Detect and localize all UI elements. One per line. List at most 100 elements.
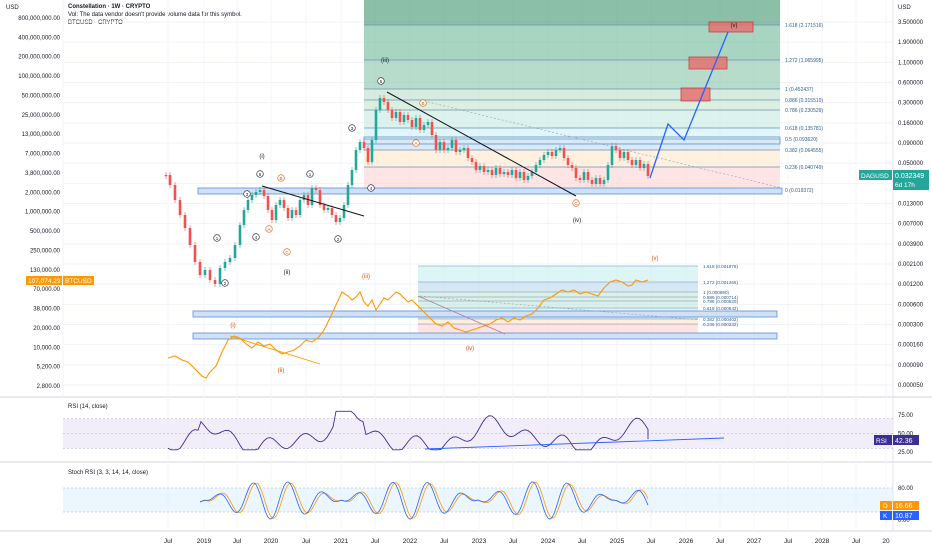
fib-extension-main[interactable]: 1.618 (2.171516) 1.272 (1.065995) 1 (0.452…: [197, 0, 823, 195]
candle-body: [626, 152, 630, 160]
candle-body: [538, 160, 542, 165]
wave-label: (iv): [466, 346, 474, 352]
candle-body: [454, 140, 458, 152]
right-currency: USD: [898, 5, 911, 11]
wave-label: (i): [259, 154, 264, 160]
circle-wave-marker: [256, 170, 264, 178]
btc-line: [167, 279, 649, 379]
symbol-badge[interactable]: [859, 170, 892, 180]
candle-body: [310, 188, 314, 205]
circle-wave-marker: [283, 248, 291, 256]
candle-body: [522, 172, 526, 180]
right-axis-tick-label: 1.100000: [898, 60, 924, 66]
candle-body: [370, 140, 374, 162]
circle-wave-marker: [221, 279, 229, 287]
fib-zone: [364, 139, 780, 150]
candle-body: [278, 200, 282, 205]
fib-btc-level-label: 0.236 (0.000332): [703, 322, 738, 327]
circle-wave-marker: [265, 225, 273, 233]
left-axis-tick-label: 5,200.00: [37, 365, 61, 371]
candle-body: [242, 210, 246, 225]
left-axis-tick-label: 100,000,000.00: [18, 74, 60, 80]
left-axis-tick-label: 3,800,000.00: [25, 171, 61, 177]
rsi-series: [167, 410, 649, 451]
candle-body: [266, 196, 270, 210]
circle-wave-marker: [213, 234, 221, 242]
btc-symbol-badge[interactable]: [63, 276, 94, 285]
x-axis-tick-label: Jul: [371, 538, 380, 545]
btc-trend-line[interactable]: [229, 335, 321, 365]
target-box[interactable]: [688, 56, 728, 70]
rsi-badge-value: 42.36: [895, 438, 913, 445]
target-box[interactable]: [708, 21, 754, 33]
btc-trend-line[interactable]: [417, 295, 506, 335]
candle-body: [164, 175, 168, 177]
right-axis-tick-label: 3.500000: [898, 20, 924, 26]
left-axis-tick-label: 2,800.00: [37, 384, 61, 390]
candle-body: [238, 225, 242, 245]
stoch-k-value: 10.87: [895, 513, 913, 520]
candle-body: [198, 262, 202, 275]
fib-extension-btc[interactable]: 1.618 (0.001978) 1.272 (0.001265) 1 (0.000…: [192, 264, 778, 340]
price-badge-countdown: 6d 17h: [895, 182, 915, 189]
candle-body: [582, 172, 586, 180]
right-axis-tick-label: 0.090000: [898, 141, 924, 147]
axes: 3.500000 1.900000 1.100000 0.600000 0.300000…: [18, 16, 923, 545]
circle-wave-marker: [243, 190, 251, 198]
trend-line[interactable]: [386, 91, 577, 197]
stoch-axis-label: 80.00: [898, 486, 914, 492]
target-boxes[interactable]: [680, 21, 754, 102]
rsi-title: RSI (14, close): [68, 404, 108, 410]
candle-body: [378, 98, 382, 110]
wave-label: (iii): [362, 274, 370, 280]
right-axis-tick-label: 0.013000: [898, 202, 924, 208]
circle-wave-marker: [367, 184, 375, 192]
fib-zone: [364, 128, 780, 139]
rsi-badge[interactable]: [893, 435, 919, 445]
stoch-k-badge[interactable]: [893, 511, 919, 520]
rsi-axis-label: 75.00: [898, 413, 914, 419]
left-axis-tick-label: 200,000,000.00: [18, 55, 60, 61]
fib-btc-level-label: 1.618 (0.001978): [703, 264, 738, 269]
fib-btc-level-label: 0.618 (0.000542): [703, 306, 738, 311]
candle-body: [578, 178, 582, 180]
projection-path[interactable]: [649, 31, 729, 179]
candle-body: [562, 148, 566, 158]
left-axis-tick-label: 25,000,000.00: [22, 113, 61, 119]
price-badge[interactable]: [893, 170, 929, 190]
trend-line[interactable]: [261, 185, 365, 217]
right-axis-tick-label: 1.900000: [898, 40, 924, 46]
stoch-d-badge[interactable]: [893, 501, 919, 510]
price-badge-value: 0.032349: [895, 173, 924, 180]
dashed-trend-line[interactable]: [419, 295, 701, 321]
x-axis-tick-label: 20: [882, 538, 890, 545]
candle-body: [338, 218, 342, 222]
wave-label: (v): [731, 23, 738, 29]
stoch-d-label: D: [883, 503, 888, 510]
circle-wave-label: A: [414, 141, 417, 146]
btc-price-badge[interactable]: [26, 276, 62, 285]
right-axis-tick-label: 0.000090: [898, 363, 924, 369]
trend-lines[interactable]: [229, 31, 783, 365]
fib-level-label: 0.786 (0.230529): [785, 108, 823, 114]
fib-zone: [364, 167, 780, 190]
fib-level-label: 0.5 (0.093620): [785, 137, 818, 143]
circle-wave-label: 3: [351, 126, 354, 131]
candle-body: [183, 215, 187, 228]
wave-label: (iv): [573, 218, 581, 224]
left-axis-tick-label: 250,000.00: [30, 248, 61, 254]
target-box[interactable]: [680, 87, 711, 102]
rsi-trend-line: [424, 437, 725, 450]
circle-wave-marker: [252, 233, 260, 241]
stoch-d-value: 16.66: [895, 503, 913, 510]
x-axis-tick-label: 2021: [334, 538, 349, 545]
rsi-axis-label: 50.00: [898, 432, 914, 438]
candle-body: [462, 148, 466, 150]
stoch-axis-label: 0.00: [898, 518, 910, 524]
candle-body: [258, 190, 262, 192]
candle-body: [510, 170, 514, 175]
right-axis-tick-label: 0.000300: [898, 323, 924, 329]
stoch-k-label-box: [880, 511, 892, 520]
candle-body: [203, 270, 207, 275]
